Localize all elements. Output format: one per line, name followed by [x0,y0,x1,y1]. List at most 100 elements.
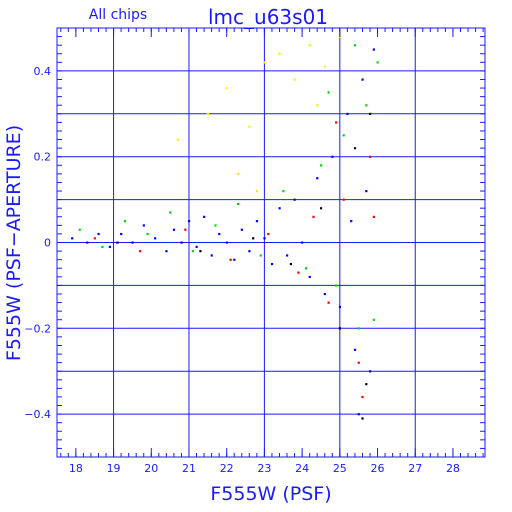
data-point [346,112,349,115]
data-point [365,383,368,386]
data-point [237,202,240,206]
data-point [319,164,323,167]
data-point [255,190,259,193]
data-point [214,224,217,227]
data-point [252,237,255,240]
data-point [86,241,89,244]
data-point [71,237,74,240]
data-point [267,232,270,236]
data-point [195,245,198,248]
data-point [218,232,221,236]
data-point [184,228,187,231]
y-tick-label: 0.2 [34,151,52,164]
data-point [376,61,379,64]
data-point [240,228,243,231]
x-tick-label: 24 [295,462,309,475]
data-point [357,327,360,330]
data-point [248,250,251,253]
data-point [353,44,357,47]
x-tick-label: 28 [446,462,460,475]
data-point [278,52,281,55]
x-tick-label: 20 [144,462,158,475]
data-point [316,104,319,107]
data-point [138,250,142,253]
data-point [323,65,326,68]
data-point [233,258,236,261]
data-point [176,138,179,141]
data-point [327,301,330,304]
x-tick-label: 22 [220,462,234,475]
data-point [361,395,364,399]
chart-subtitle: All chips [89,7,147,23]
data-point [372,215,375,218]
data-point [357,361,360,364]
data-point [286,254,289,257]
data-point [335,284,338,287]
x-tick-label: 21 [182,462,196,475]
data-point [203,215,206,218]
data-point [225,87,228,90]
data-point [282,190,285,193]
data-point [191,250,194,253]
data-point [368,370,372,373]
x-tick-label: 23 [257,462,271,475]
data-point [229,258,232,261]
data-point [97,232,100,236]
data-point [293,198,296,201]
data-point [108,245,111,248]
data-point [78,228,81,231]
data-point [165,250,168,253]
data-point [206,112,210,115]
y-tick-label: −0.4 [24,408,51,421]
data-point [365,190,368,193]
data-point [368,155,372,158]
data-point [353,348,357,351]
data-point [316,177,319,180]
data-point [372,318,375,321]
data-point [116,241,119,244]
data-point [297,271,300,274]
x-axis-label: F555W (PSF) [210,483,331,505]
data-point [101,245,104,248]
data-point [225,241,228,244]
chart-title: lmc_u63s01 [208,5,328,29]
data-point [180,241,183,244]
data-point [372,48,375,51]
data-point [342,198,345,201]
data-point [172,228,176,231]
data-point [353,147,357,150]
data-point [142,224,145,227]
data-point [308,44,311,47]
data-point [187,220,191,223]
data-point [131,241,134,244]
data-point [357,413,360,416]
data-point [319,207,323,210]
data-point [93,237,96,240]
axis-ticks: 18 19 20 21 22 23 24 25 26 27 28 −0.4 −0.2 0 0.2 0.4 [24,28,485,475]
data-point [338,327,342,330]
data-point [327,91,330,94]
data-point [259,254,262,257]
data-point [255,220,259,223]
data-point [308,275,311,279]
data-point [263,61,266,64]
data-point [323,292,326,296]
data-point [270,262,274,266]
data-point [301,241,304,244]
data-point [263,237,266,240]
x-tick-label: 18 [69,462,83,475]
grid-lines [57,28,485,457]
y-tick-label: −0.2 [24,322,51,335]
data-point [361,78,364,81]
data-point [210,254,213,257]
data-points [71,35,379,420]
data-point [289,262,292,266]
data-point [304,267,308,270]
x-tick-label: 27 [408,462,422,475]
y-tick-label: 0.4 [34,65,52,78]
data-point [120,232,123,236]
data-point [331,155,334,158]
data-point [278,207,281,210]
data-point [146,232,149,236]
